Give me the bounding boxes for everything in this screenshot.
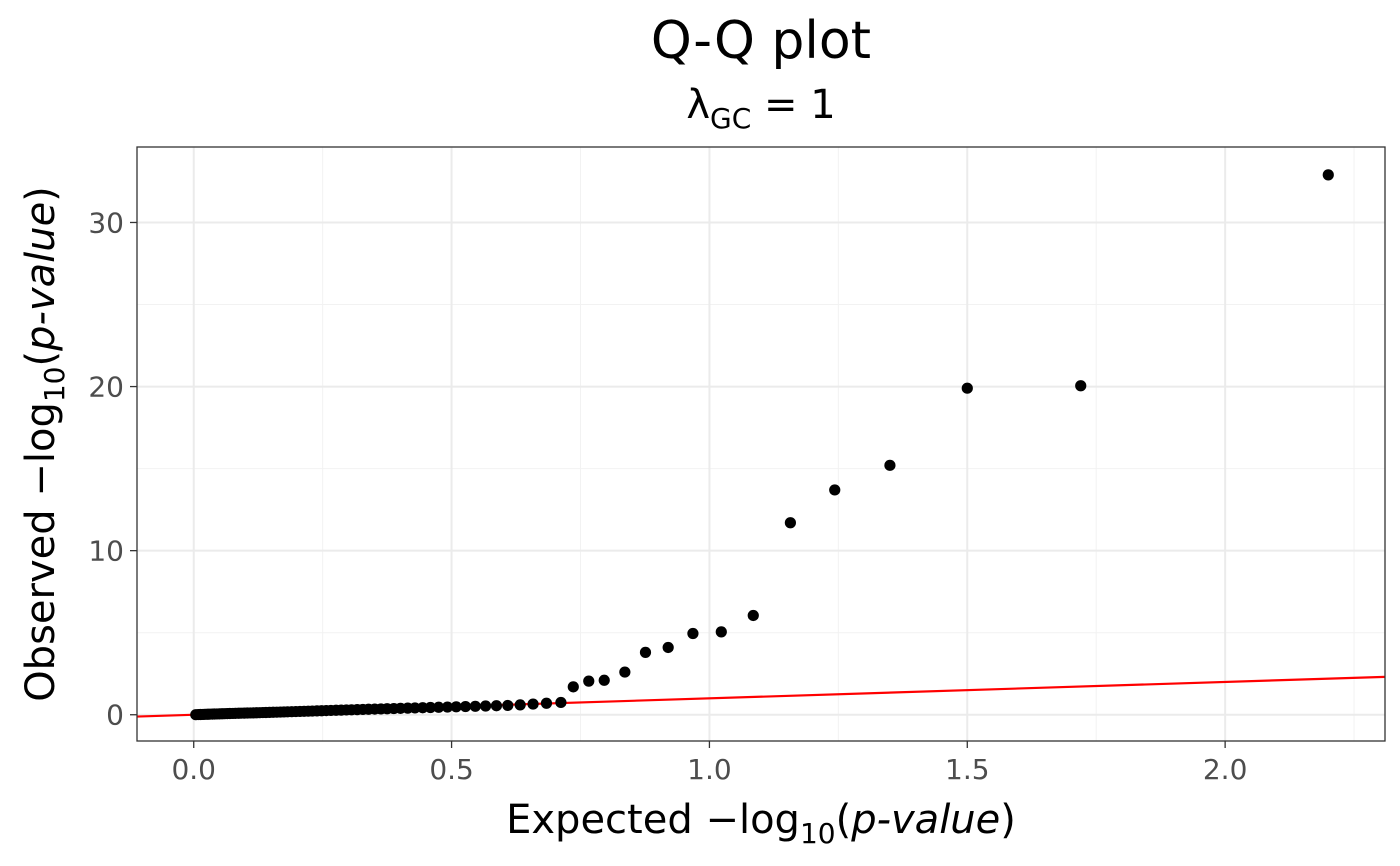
y-axis-title-open-paren: (	[18, 351, 64, 367]
data-point	[527, 698, 538, 709]
chart-background	[0, 0, 1400, 866]
data-point	[583, 676, 594, 687]
data-point	[541, 698, 552, 709]
x-axis-title-subscript: 10	[800, 817, 836, 850]
data-point	[480, 700, 491, 711]
data-point	[599, 675, 610, 686]
x-axis-title-italic: p-value	[850, 797, 1000, 843]
data-point	[663, 642, 674, 653]
subtitle-subscript: GC	[710, 102, 751, 135]
x-axis-title-close-paren: )	[1000, 797, 1016, 843]
data-point	[884, 460, 895, 471]
y-tick-label: 20	[88, 371, 124, 404]
qq-plot: Q-Q plot λGC = 1 0.0 0.5 1.0 1.5 2.0 0 10 20 30…	[0, 0, 1400, 866]
data-point	[1323, 169, 1334, 180]
chart-title: Q-Q plot	[651, 11, 871, 71]
y-axis-title: Observed −log10(p-value)	[18, 186, 71, 702]
data-point	[491, 700, 502, 711]
data-point	[716, 626, 727, 637]
y-axis-title-subscript: 10	[38, 367, 71, 403]
data-point	[748, 610, 759, 621]
data-point	[962, 383, 973, 394]
data-point	[640, 647, 651, 658]
y-axis-title-italic: p-value	[18, 202, 64, 352]
data-point	[687, 628, 698, 639]
x-tick-label: 2.0	[1203, 753, 1248, 786]
data-point	[515, 699, 526, 710]
x-axis-title: Expected −log10(p-value)	[506, 797, 1016, 850]
data-point	[470, 701, 481, 712]
x-tick-label: 1.5	[945, 753, 990, 786]
data-point	[555, 697, 566, 708]
subtitle-rest: = 1	[751, 82, 835, 128]
data-point	[1075, 380, 1086, 391]
data-point	[568, 681, 579, 692]
y-axis-title-close-paren: )	[18, 186, 64, 202]
y-tick-label: 0	[106, 699, 124, 732]
y-axis-title-prefix: Observed −log	[18, 402, 64, 702]
y-tick-label: 10	[88, 535, 124, 568]
y-tick-label: 30	[88, 206, 124, 239]
data-point	[619, 666, 630, 677]
x-tick-label: 0.5	[429, 753, 474, 786]
chart-subtitle: λGC = 1	[686, 82, 835, 135]
data-point	[460, 701, 471, 712]
data-point	[502, 700, 513, 711]
data-point	[785, 517, 796, 528]
x-tick-label: 1.0	[687, 753, 732, 786]
data-point	[829, 484, 840, 495]
x-axis-title-open-paren: (	[836, 797, 852, 843]
x-axis-title-prefix: Expected −log	[506, 797, 800, 843]
x-tick-label: 0.0	[171, 753, 216, 786]
subtitle-lambda: λ	[686, 82, 710, 128]
